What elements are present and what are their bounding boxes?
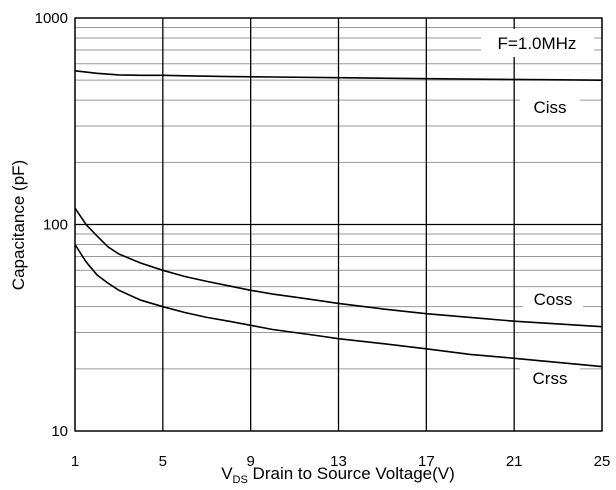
plot-area-border: [74, 17, 603, 432]
series-label-bg: [523, 289, 583, 312]
series-line-ciss: [74, 70, 603, 81]
x-tick-label: 21: [506, 453, 523, 470]
series-label-crss: Crss: [533, 369, 568, 388]
x-tick-label: 25: [594, 453, 611, 470]
series-label-bg: [520, 97, 580, 120]
y-tick-label: 1000: [35, 10, 68, 27]
series-label-bg: [520, 368, 580, 391]
x-tick-label: 5: [159, 453, 167, 470]
series-labels: Ciss Coss Crss: [520, 97, 583, 391]
axis-ticks: 1 5 9 13 17 21 25 10 100 1000: [35, 10, 611, 470]
x-tick-label: 17: [418, 453, 435, 470]
frequency-annotation-box: F=1.0MHz: [481, 29, 594, 57]
series-label-coss: Coss: [534, 290, 573, 309]
x-tick-label: 1: [71, 453, 79, 470]
series-line-crss: [74, 244, 603, 368]
series-line-coss: [74, 207, 603, 328]
x-tick-label: 9: [246, 453, 254, 470]
series-curves: [74, 70, 603, 368]
x-tick-label: 13: [330, 453, 347, 470]
series-label-ciss: Ciss: [533, 98, 566, 117]
frequency-annotation: F=1.0MHz: [498, 34, 577, 53]
x-axis-title: VDS Drain to Source Voltage(V): [221, 464, 455, 486]
y-tick-label: 10: [51, 423, 68, 440]
plot-frame: [74, 17, 603, 432]
y-tick-label: 100: [43, 217, 68, 234]
y-axis-title: Capacitance (pF): [9, 160, 28, 290]
